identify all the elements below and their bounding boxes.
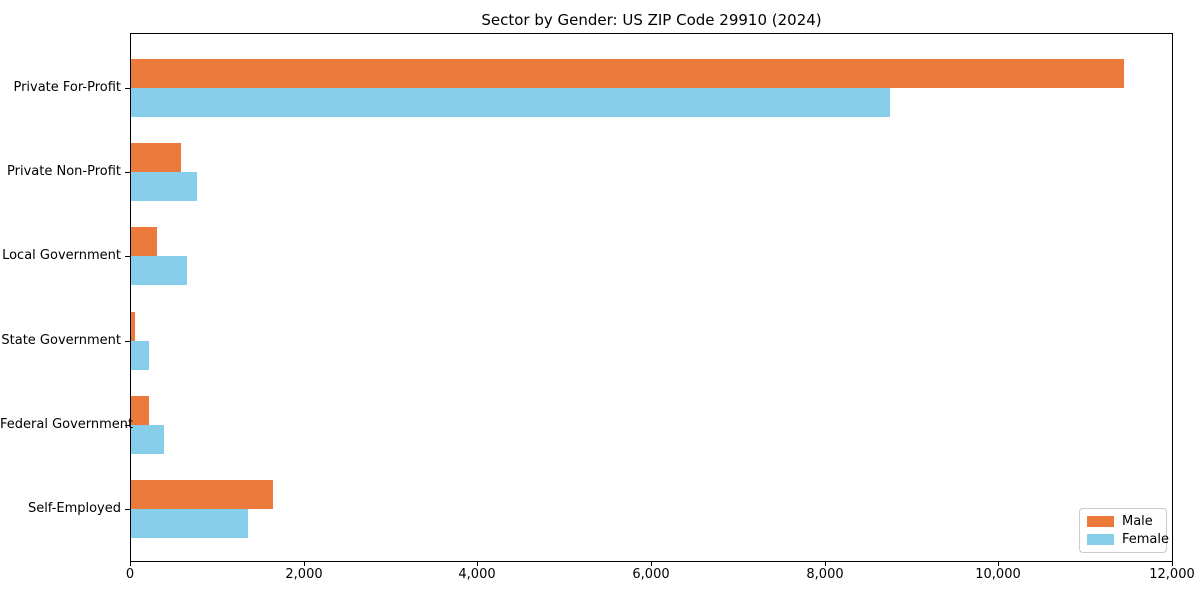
bar-male-federal-government [131,396,149,425]
y-tick-label-state-government: State Government [1,333,121,348]
bar-female-state-government [131,341,149,370]
y-tick-label-private-non-profit: Private Non-Profit [7,164,121,179]
x-tick-4000 [477,562,478,566]
x-tick-label-8000: 8,000 [806,567,844,582]
y-tick-label-local-government: Local Government [2,248,121,263]
x-tick-0 [130,562,131,566]
y-tick-state-government [125,341,130,342]
y-tick-private-for-profit [125,88,130,89]
bar-female-private-for-profit [131,88,890,117]
bar-male-self-employed [131,480,273,509]
bar-male-private-for-profit [131,59,1124,88]
bar-female-local-government [131,256,187,285]
x-tick-10000 [998,562,999,566]
x-tick-2000 [304,562,305,566]
x-tick-label-6000: 6,000 [632,567,670,582]
bar-female-private-non-profit [131,172,197,201]
x-tick-12000 [1172,562,1173,566]
y-tick-private-non-profit [125,172,130,173]
plot-area [130,33,1173,562]
bar-female-self-employed [131,509,248,538]
y-tick-federal-government [125,425,130,426]
legend-item-female: Female [1087,532,1169,547]
legend: Male Female [1079,508,1169,553]
y-tick-label-federal-government: Federal Government [0,417,134,432]
y-tick-local-government [125,256,130,257]
x-tick-label-10000: 10,000 [975,567,1021,582]
y-tick-label-self-employed: Self-Employed [27,501,121,516]
x-tick-label-2000: 2,000 [285,567,323,582]
chart-title: Sector by Gender: US ZIP Code 29910 (202… [481,11,822,29]
x-tick-8000 [825,562,826,566]
bar-male-state-government [131,312,135,341]
female-swatch [1087,534,1114,545]
y-tick-self-employed [125,509,130,510]
bar-male-private-non-profit [131,143,181,172]
x-tick-label-0: 0 [125,567,135,582]
x-tick-label-12000: 12,000 [1149,567,1195,582]
male-swatch [1087,516,1114,527]
bar-male-local-government [131,227,157,256]
legend-label-male: Male [1122,514,1153,529]
legend-item-male: Male [1087,514,1159,529]
y-tick-label-private-for-profit: Private For-Profit [13,80,121,95]
legend-label-female: Female [1122,532,1170,547]
bar-female-federal-government [131,425,164,454]
x-tick-6000 [651,562,652,566]
x-tick-label-4000: 4,000 [458,567,496,582]
